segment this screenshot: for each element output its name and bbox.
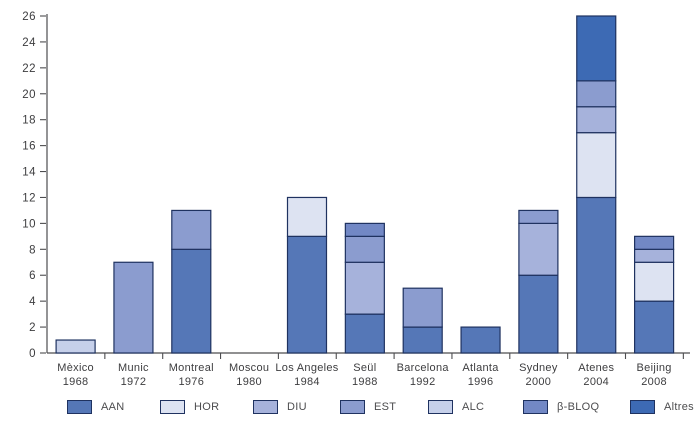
- legend-item-β-BLOQ: β-BLOQ: [523, 400, 599, 414]
- legend-swatch-icon: [253, 400, 278, 414]
- bar-segment-EST: [402, 287, 443, 328]
- legend-label: EST: [374, 401, 397, 413]
- bar-segment-AAN: [344, 313, 385, 354]
- legend-swatch-icon: [67, 400, 92, 414]
- legend-item-AAN: AAN: [67, 400, 125, 414]
- chart-legend: AAN HOR DIU EST ALC β-BLOQ Altres: [0, 400, 700, 422]
- bar-segment-AAN: [576, 196, 617, 354]
- y-tick-label: 6: [29, 270, 36, 282]
- bar-segment-HOR: [576, 132, 617, 199]
- y-tick-label: 10: [22, 218, 36, 230]
- category-year: 1996: [467, 376, 494, 388]
- bar-segment-DIU: [344, 261, 385, 315]
- legend-label: HOR: [194, 401, 220, 413]
- category-city: Mèxico: [57, 362, 94, 374]
- y-tick-label: 0: [29, 348, 36, 360]
- category-label: Atlanta 1996: [436, 361, 526, 389]
- category-label: Barcelona 1992: [378, 361, 468, 389]
- category-city: Munic: [118, 362, 149, 374]
- category-label: Moscou 1980: [204, 361, 294, 389]
- category-label: Los Angeles 1984: [262, 361, 352, 389]
- category-label: Munic 1972: [88, 361, 178, 389]
- category-label: Atenes 2004: [551, 361, 641, 389]
- category-city: Atenes: [578, 362, 615, 374]
- bar-segment-DIU: [633, 248, 675, 263]
- legend-swatch-icon: [630, 400, 655, 414]
- legend-item-Altres: Altres: [630, 400, 694, 414]
- legend-item-EST: EST: [340, 400, 396, 414]
- bar-segment-DIU: [576, 106, 617, 134]
- bar-segment-EST: [576, 80, 617, 108]
- y-tick-label: 16: [22, 141, 36, 153]
- bar-segment-HOR: [633, 261, 675, 302]
- bar-segment-DIU: [518, 222, 559, 276]
- bar-segment-AAN: [633, 300, 675, 354]
- bar-segment-EST: [113, 261, 154, 354]
- category-city: Seül: [353, 362, 377, 374]
- bar-segment-EST: [171, 209, 212, 250]
- category-city: Atlanta: [462, 362, 499, 374]
- bar-segment-ALC: [55, 339, 96, 354]
- legend-label: DIU: [287, 401, 307, 413]
- category-year: 1968: [62, 376, 89, 388]
- y-tick-label: 22: [22, 63, 36, 75]
- category-year: 2000: [525, 376, 552, 388]
- bar-segment-AAN: [171, 248, 212, 354]
- category-city: Los Angeles: [275, 362, 339, 374]
- category-year: 1980: [236, 376, 262, 388]
- bar-segment-β-BLOQ: [633, 235, 675, 250]
- bar-segment-AAN: [460, 326, 501, 354]
- bar-segment-AAN: [402, 326, 443, 354]
- category-city: Sydney: [519, 362, 558, 374]
- legend-swatch-icon: [160, 400, 185, 414]
- legend-item-ALC: ALC: [428, 400, 484, 414]
- legend-item-DIU: DIU: [253, 400, 307, 414]
- category-city: Moscou: [228, 362, 270, 374]
- category-label: Mèxico 1968: [31, 361, 121, 389]
- category-label: Beijing 2008: [609, 361, 699, 389]
- y-tick-label: 18: [22, 115, 36, 127]
- legend-label: AAN: [101, 401, 125, 413]
- legend-label: Altres: [664, 401, 694, 413]
- legend-swatch-icon: [340, 400, 365, 414]
- category-label: Seül 1988: [320, 361, 410, 389]
- category-year: 1992: [409, 376, 436, 388]
- category-year: 1984: [294, 376, 320, 388]
- category-year: 2004: [583, 376, 610, 388]
- bar-segment-AAN: [286, 235, 328, 354]
- bar-segment-HOR: [286, 196, 328, 237]
- legend-swatch-icon: [523, 400, 548, 414]
- legend-swatch-icon: [428, 400, 453, 414]
- y-tick-label: 20: [22, 89, 36, 101]
- y-tick-label: 14: [22, 167, 36, 179]
- category-year: 2008: [641, 376, 667, 388]
- y-tick-label: 12: [22, 192, 36, 204]
- legend-label: ALC: [462, 401, 485, 413]
- legend-label: β-BLOQ: [557, 401, 600, 413]
- y-tick-label: 24: [22, 37, 36, 49]
- bar-segment-AAN: [518, 274, 559, 354]
- bar-segment-β-BLOQ: [344, 222, 385, 237]
- category-city: Montreal: [168, 362, 214, 374]
- category-label: Montreal 1976: [146, 361, 236, 389]
- y-tick-label: 4: [29, 296, 36, 308]
- bar-segment-EST: [518, 209, 559, 224]
- bar-segment-Altres: [576, 15, 617, 82]
- legend-item-HOR: HOR: [160, 400, 219, 414]
- category-city: Beijing: [636, 362, 672, 374]
- y-tick-label: 26: [22, 11, 36, 23]
- category-year: 1972: [120, 376, 147, 388]
- y-tick-label: 2: [29, 322, 36, 334]
- category-city: Barcelona: [396, 362, 449, 374]
- y-tick-label: 8: [29, 244, 36, 256]
- category-year: 1988: [352, 376, 378, 388]
- category-label: Sydney 2000: [493, 361, 583, 389]
- bar-segment-EST: [344, 235, 385, 263]
- category-year: 1976: [178, 376, 205, 388]
